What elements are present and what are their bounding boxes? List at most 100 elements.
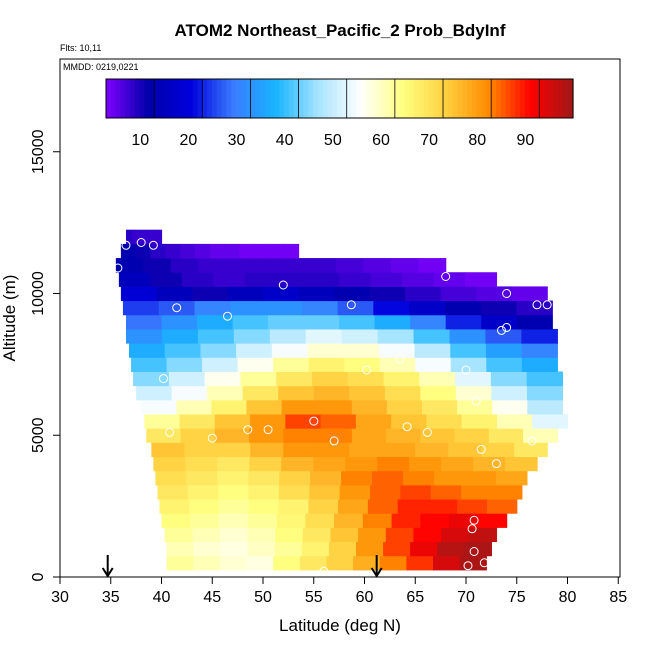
heatmap-cell: [485, 328, 522, 344]
colorbar-cell: [447, 79, 454, 118]
colorbar-cell: [269, 79, 276, 118]
heatmap-cell: [187, 484, 219, 500]
heatmap-cell: [166, 541, 195, 557]
colorbar-cell: [462, 79, 468, 118]
heatmap-cell: [254, 243, 270, 259]
colorbar-cell: [264, 79, 271, 118]
heatmap-cell: [492, 399, 528, 415]
heatmap-cell: [283, 428, 319, 443]
heatmap-cell: [158, 229, 163, 245]
colorbar-cell: [313, 79, 319, 118]
observation-point: [502, 289, 512, 298]
heatmap-cell: [491, 385, 528, 401]
heatmap-cell: [301, 541, 330, 557]
colorbar-tick-label: 60: [372, 132, 390, 149]
heatmap-cell: [249, 428, 284, 443]
x-tick-label: 50: [254, 589, 272, 606]
heatmap-cell: [125, 328, 163, 344]
heatmap-cell: [379, 357, 416, 372]
heatmap-cell: [269, 328, 307, 344]
heatmap-cell: [224, 243, 240, 259]
colorbar-cell: [255, 79, 261, 118]
heatmap-cell: [150, 272, 183, 287]
colorbar-cell: [529, 79, 536, 118]
flights-label: Flts: 10,11: [60, 43, 101, 53]
heatmap-cell: [414, 343, 451, 358]
colorbar-cell: [481, 79, 487, 118]
colorbar-cell: [245, 79, 252, 118]
observation-point: [263, 425, 273, 435]
colorbar: 10 20 30 40 50 60 70 80 90: [105, 78, 574, 149]
heatmap-cell: [271, 343, 309, 358]
heatmap-cell: [347, 371, 385, 387]
heatmap-cell: [180, 243, 196, 259]
colorbar-cell: [520, 79, 526, 118]
colorbar-cell: [568, 79, 574, 118]
heatmap-cell: [209, 243, 226, 259]
heatmap-cell: [268, 314, 305, 330]
heatmap-cell: [311, 371, 349, 387]
colorbar-cell: [361, 79, 367, 118]
heatmap-cell: [184, 442, 218, 458]
heatmap-cell: [373, 300, 410, 316]
heatmap-cell: [410, 541, 438, 557]
heatmap-cell: [219, 527, 249, 543]
colorbar-cell: [250, 79, 256, 118]
colorbar-cell: [476, 79, 483, 118]
observation-point: [243, 425, 253, 435]
heatmap-cell: [450, 357, 487, 372]
heatmap-cell: [349, 442, 383, 458]
colorbar-cell: [240, 79, 247, 118]
heatmap-cell: [165, 243, 181, 259]
heatmap-cell: [430, 484, 462, 500]
colorbar-cell: [452, 79, 459, 118]
heatmap-cell: [131, 229, 136, 245]
heatmap-cell: [514, 442, 548, 458]
heatmap-cell: [450, 343, 487, 358]
heatmap-cell: [176, 399, 212, 415]
heatmap-cell: [367, 499, 399, 514]
heatmap-cell: [153, 456, 186, 472]
colorbar-cell: [553, 79, 560, 118]
observation-point: [479, 558, 489, 568]
heatmap-cell: [415, 357, 452, 372]
heatmap-cell: [193, 541, 222, 557]
heatmap-cell: [337, 300, 374, 316]
heatmap-cell: [383, 541, 411, 557]
colorbar-cell: [534, 79, 540, 118]
heatmap-cell: [338, 499, 369, 514]
heatmap-cell: [341, 328, 379, 344]
heatmap-cell: [248, 470, 280, 486]
heatmap-cell: [419, 371, 456, 387]
colorbar-cell: [544, 79, 550, 118]
heatmap-cell: [246, 555, 274, 571]
heatmap-cell: [426, 413, 463, 429]
heatmap-cell: [164, 527, 193, 543]
heatmap-cell: [179, 413, 216, 429]
heatmap-cell: [273, 555, 301, 571]
observation-point: [469, 515, 479, 525]
colorbar-cell: [467, 79, 473, 118]
heatmap-cell: [247, 513, 278, 528]
heatmap-cell: [383, 371, 420, 387]
observation-point: [502, 323, 512, 332]
observation-point: [422, 427, 432, 437]
colorbar-cell: [443, 79, 449, 118]
observation-point: [207, 433, 217, 443]
y-axis: 0 5000 10000 15000: [30, 129, 60, 581]
heatmap-cell: [232, 314, 269, 330]
heatmap-cell: [391, 413, 428, 429]
heatmap-cell: [192, 527, 221, 543]
heatmap-cell: [125, 229, 130, 245]
heatmap-cell: [285, 413, 322, 429]
colorbar-cell: [500, 79, 507, 118]
heatmap-cell: [378, 343, 416, 358]
observation-point: [148, 240, 158, 250]
heatmap-cell: [213, 272, 246, 287]
colorbar-cell: [418, 79, 425, 118]
heatmap-cell: [204, 371, 242, 387]
heatmap-cell: [181, 272, 214, 287]
heatmap-cell: [385, 527, 415, 543]
observation-point: [402, 422, 412, 432]
heatmap-cell: [214, 428, 250, 443]
